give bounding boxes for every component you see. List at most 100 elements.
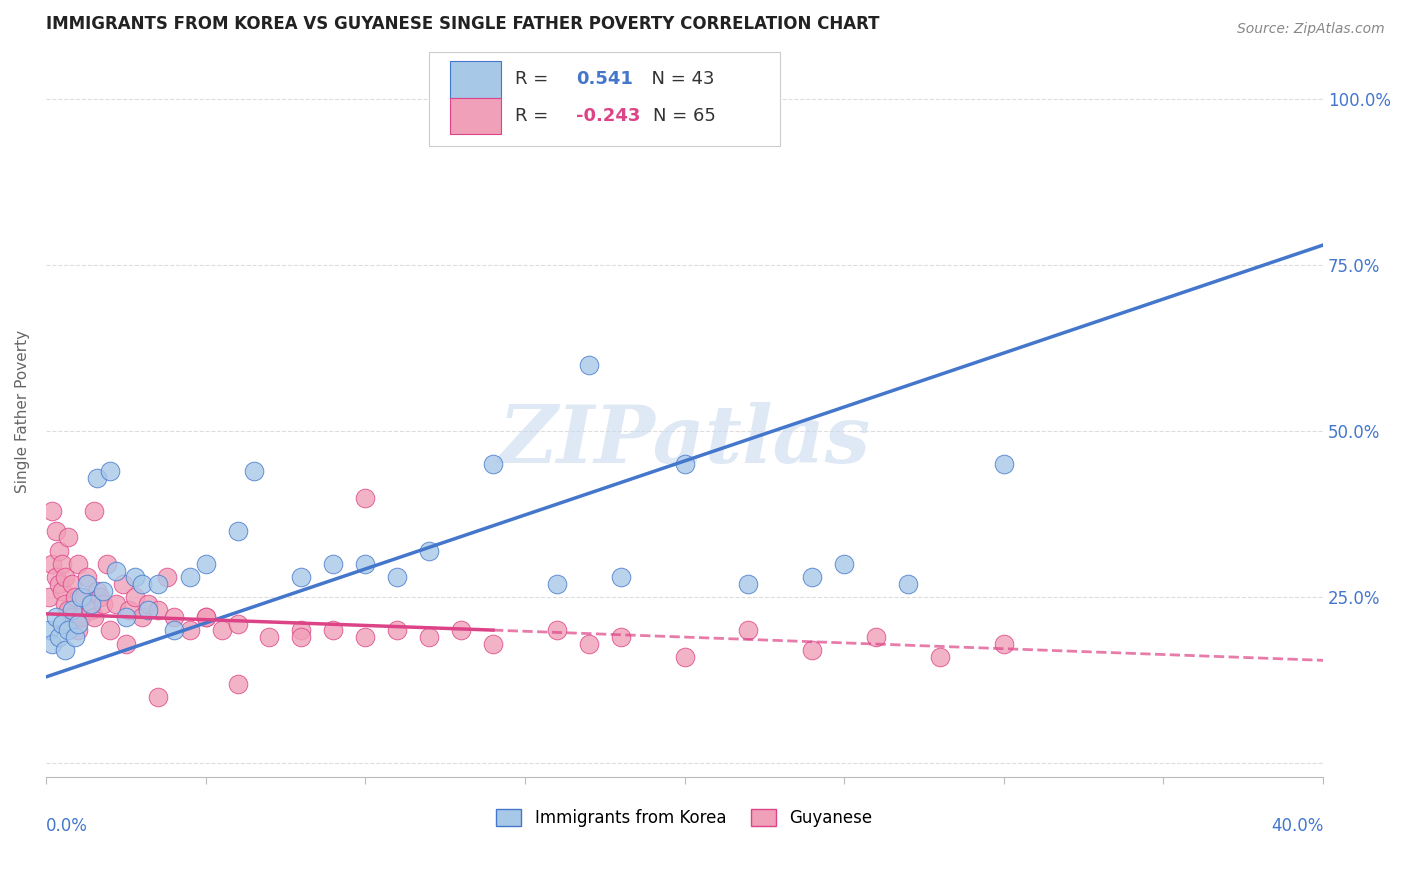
- Point: [53, 570, 76, 584]
- Point: [79, 603, 101, 617]
- Point: [801, 570, 824, 584]
- Point: [993, 637, 1015, 651]
- Point: [60, 610, 83, 624]
- Point: [136, 603, 159, 617]
- Point: [737, 577, 759, 591]
- Point: [48, 543, 70, 558]
- Point: [70, 591, 93, 605]
- Text: -0.243: -0.243: [576, 107, 640, 125]
- Point: [993, 458, 1015, 472]
- Point: [354, 557, 377, 571]
- Point: [136, 597, 159, 611]
- Point: [83, 504, 105, 518]
- Point: [179, 624, 201, 638]
- Point: [418, 543, 440, 558]
- Point: [673, 650, 696, 665]
- Point: [418, 630, 440, 644]
- Point: [98, 624, 121, 638]
- Point: [60, 603, 83, 617]
- Point: [179, 570, 201, 584]
- Point: [737, 624, 759, 638]
- Text: N = 43: N = 43: [640, 70, 714, 88]
- FancyBboxPatch shape: [429, 53, 780, 145]
- Point: [66, 624, 89, 638]
- Point: [146, 577, 169, 591]
- Point: [578, 358, 600, 372]
- Point: [58, 603, 80, 617]
- Point: [66, 557, 89, 571]
- Point: [45, 610, 67, 624]
- Point: [98, 464, 121, 478]
- Text: 40.0%: 40.0%: [1271, 817, 1323, 835]
- Point: [58, 624, 80, 638]
- Text: R =: R =: [515, 107, 554, 125]
- Point: [114, 610, 136, 624]
- Point: [60, 577, 83, 591]
- Point: [45, 570, 67, 584]
- Text: IMMIGRANTS FROM KOREA VS GUYANESE SINGLE FATHER POVERTY CORRELATION CHART: IMMIGRANTS FROM KOREA VS GUYANESE SINGLE…: [46, 15, 880, 33]
- Point: [929, 650, 952, 665]
- Point: [546, 577, 568, 591]
- Point: [48, 577, 70, 591]
- Point: [673, 458, 696, 472]
- Point: [354, 491, 377, 505]
- Point: [146, 690, 169, 704]
- Point: [63, 630, 86, 644]
- Point: [51, 557, 73, 571]
- Point: [146, 603, 169, 617]
- Point: [226, 524, 249, 538]
- Point: [51, 583, 73, 598]
- Point: [70, 610, 93, 624]
- Point: [118, 603, 141, 617]
- Point: [83, 610, 105, 624]
- Point: [290, 624, 312, 638]
- Point: [156, 570, 179, 584]
- Text: Source: ZipAtlas.com: Source: ZipAtlas.com: [1237, 22, 1385, 37]
- Point: [482, 637, 505, 651]
- Point: [105, 564, 128, 578]
- Text: R =: R =: [515, 70, 554, 88]
- Point: [76, 570, 98, 584]
- Text: ZIPatlas: ZIPatlas: [499, 401, 870, 479]
- Point: [194, 557, 217, 571]
- Point: [131, 610, 153, 624]
- Point: [290, 630, 312, 644]
- Point: [93, 583, 115, 598]
- Point: [163, 610, 186, 624]
- Text: N = 65: N = 65: [652, 107, 716, 125]
- Point: [163, 624, 186, 638]
- Point: [897, 577, 920, 591]
- Y-axis label: Single Father Poverty: Single Father Poverty: [15, 329, 30, 492]
- Point: [58, 530, 80, 544]
- Point: [322, 557, 344, 571]
- Point: [609, 630, 631, 644]
- Point: [63, 591, 86, 605]
- Point: [53, 643, 76, 657]
- Text: 0.0%: 0.0%: [46, 817, 87, 835]
- Point: [609, 570, 631, 584]
- Point: [450, 624, 472, 638]
- Point: [79, 597, 101, 611]
- Point: [114, 637, 136, 651]
- Point: [226, 676, 249, 690]
- FancyBboxPatch shape: [450, 97, 501, 134]
- Point: [38, 624, 60, 638]
- Point: [38, 591, 60, 605]
- Point: [89, 591, 111, 605]
- Legend: Immigrants from Korea, Guyanese: Immigrants from Korea, Guyanese: [489, 803, 879, 834]
- Point: [76, 577, 98, 591]
- Point: [832, 557, 855, 571]
- Point: [131, 577, 153, 591]
- Point: [322, 624, 344, 638]
- Point: [73, 591, 96, 605]
- Point: [242, 464, 264, 478]
- Point: [96, 557, 118, 571]
- Point: [801, 643, 824, 657]
- Point: [385, 624, 408, 638]
- Point: [124, 591, 146, 605]
- Point: [93, 597, 115, 611]
- Point: [578, 637, 600, 651]
- Point: [482, 458, 505, 472]
- Point: [41, 637, 63, 651]
- Point: [211, 624, 233, 638]
